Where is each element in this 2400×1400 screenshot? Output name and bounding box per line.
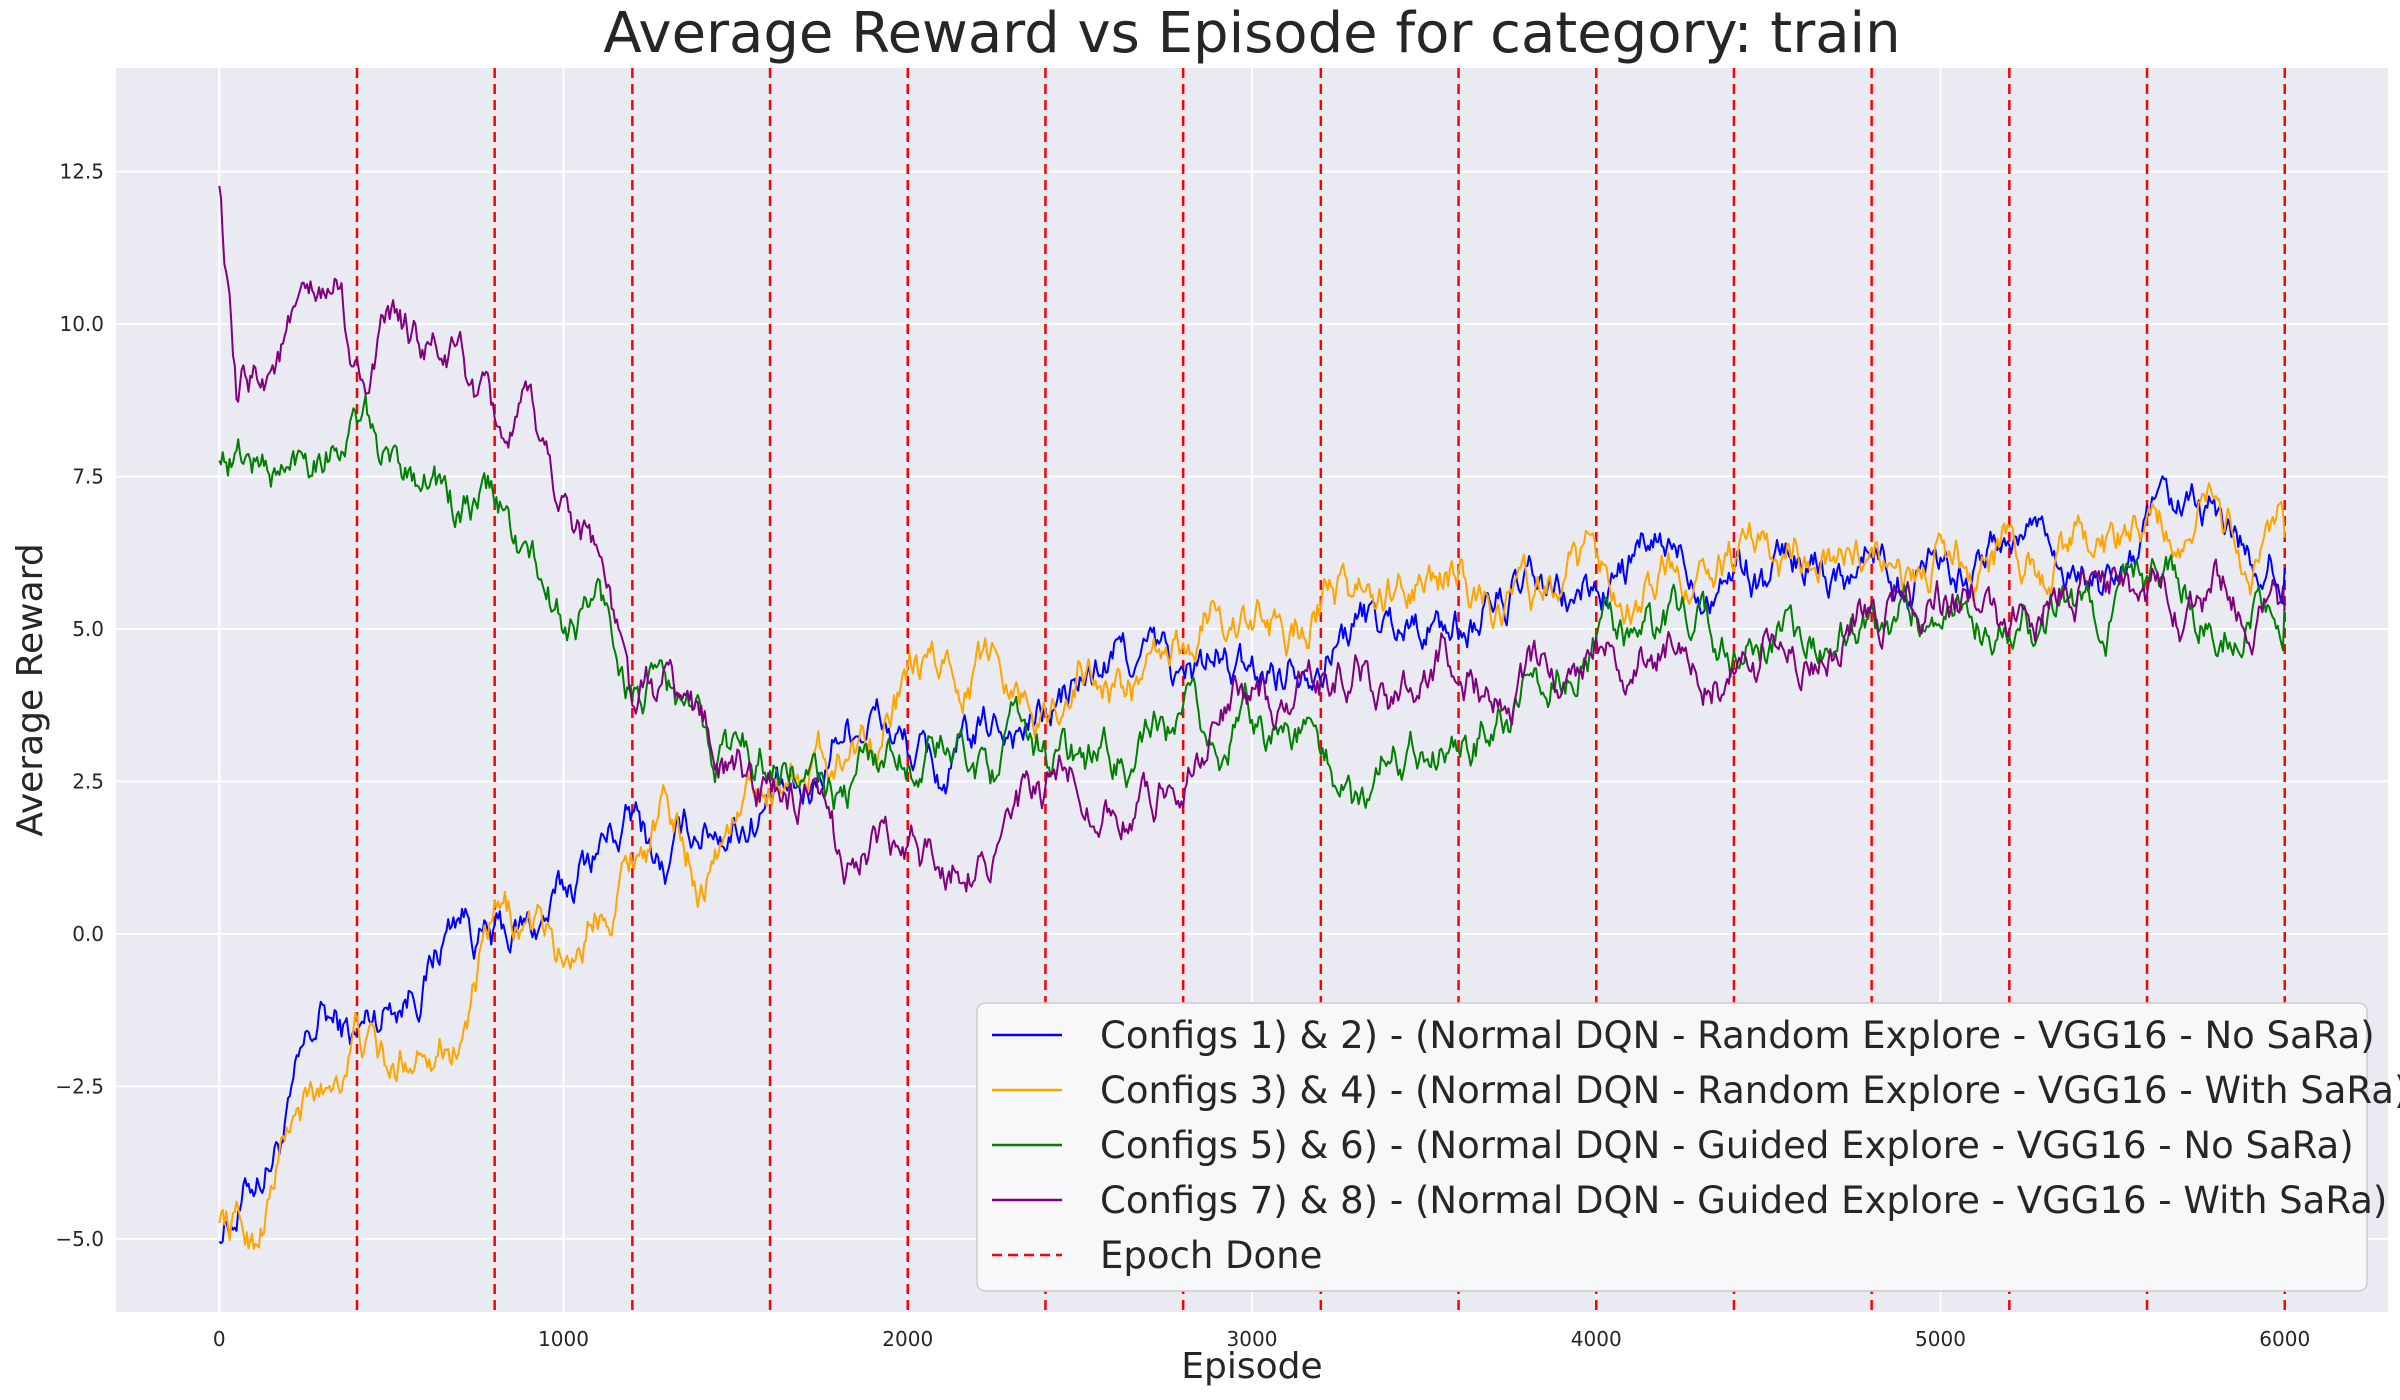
y-tick-label: 10.0 — [59, 312, 104, 336]
y-tick-label: 7.5 — [72, 465, 104, 489]
x-tick-label: 2000 — [882, 1327, 933, 1351]
x-tick-label: 6000 — [2259, 1327, 2310, 1351]
series-line — [218, 185, 2286, 893]
y-tick-label: 2.5 — [72, 769, 104, 793]
y-tick-labels: −5.0 −2.5 0.0 2.5 5.0 7.5 10.0 12.5 — [55, 160, 104, 1251]
series-line — [218, 394, 2286, 811]
legend: Configs 1) & 2) - (Normal DQN - Random E… — [976, 1002, 2400, 1292]
y-tick-label: 0.0 — [72, 922, 104, 946]
legend-box — [976, 1002, 2368, 1292]
legend-entry: Configs 5) & 6) - (Normal DQN - Guided E… — [1100, 1124, 2354, 1167]
x-tick-label: 3000 — [1227, 1327, 1278, 1351]
legend-entry: Configs 3) & 4) - (Normal DQN - Random E… — [1100, 1069, 2400, 1112]
legend-entry: Configs 7) & 8) - (Normal DQN - Guided E… — [1100, 1179, 2387, 1222]
y-tick-label: −2.5 — [55, 1074, 104, 1098]
x-tick-labels: 0 1000 2000 3000 4000 5000 6000 — [213, 1327, 2310, 1351]
y-tick-label: −5.0 — [55, 1227, 104, 1251]
x-axis-label: Episode — [1181, 1346, 1322, 1387]
x-tick-label: 5000 — [1915, 1327, 1966, 1351]
y-tick-label: 12.5 — [59, 160, 104, 184]
series-line — [218, 482, 2286, 1250]
series-lines — [218, 185, 2286, 1250]
legend-entry: Configs 1) & 2) - (Normal DQN - Random E… — [1100, 1014, 2375, 1057]
x-tick-label: 1000 — [538, 1327, 589, 1351]
y-axis-label: Average Reward — [10, 543, 51, 836]
series-line — [218, 475, 2286, 1245]
chart-title: Average Reward vs Episode for category: … — [603, 1, 1900, 66]
y-tick-label: 5.0 — [72, 617, 104, 641]
legend-entry: Epoch Done — [1100, 1234, 1322, 1277]
x-tick-label: 0 — [213, 1327, 226, 1351]
x-tick-label: 4000 — [1571, 1327, 1622, 1351]
